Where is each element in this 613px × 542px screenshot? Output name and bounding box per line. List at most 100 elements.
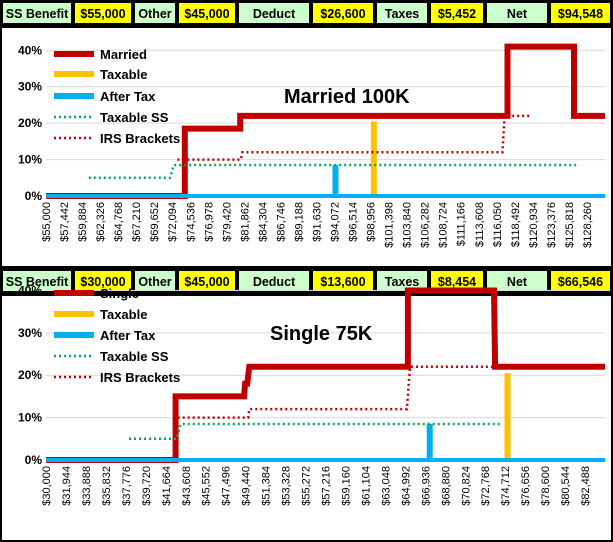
y-tick-label: 30% — [18, 80, 42, 94]
x-tick-label: $61,104 — [360, 466, 372, 506]
x-tick-label: $80,544 — [560, 466, 572, 506]
x-tick-label: $70,824 — [460, 466, 472, 506]
x-tick-label: $116,050 — [492, 202, 504, 247]
chart-married: 0% 10% 20% 30% 40% $55,000 $57,442 $59,884 $62,3… — [18, 43, 605, 248]
x-tick-label: $72,768 — [480, 466, 492, 506]
x-tick-label: $108,724 — [438, 202, 450, 248]
x-tick-label: $113,608 — [474, 202, 486, 247]
series-line-irs-brackets — [177, 365, 497, 419]
legend-taxable-ss: Taxable SS — [100, 110, 169, 125]
legend: Single Taxable After Tax Taxable SS IRS … — [54, 286, 180, 385]
legend-taxable-ss: Taxable SS — [100, 349, 169, 364]
x-tick-label: $120,934 — [528, 202, 540, 248]
x-tick-label: $118,492 — [510, 202, 522, 247]
ss-benefit-value: $30,000 — [74, 270, 132, 292]
chart-title: Single 75K — [270, 323, 373, 345]
x-tick-label: $125,818 — [564, 202, 576, 248]
x-tick-label: $55,272 — [301, 466, 313, 506]
taxes-value: $5,452 — [430, 2, 484, 24]
x-tick-label: $30,000 — [41, 466, 53, 506]
y-tick-label: 0% — [25, 453, 43, 467]
x-tick-label: $74,536 — [185, 202, 197, 242]
ss-benefit-label: SS Benefit — [2, 270, 72, 292]
other-value: $45,000 — [178, 2, 236, 24]
x-tick-label: $55,000 — [41, 202, 53, 242]
net-label: Net — [486, 270, 548, 292]
other-label: Other — [134, 270, 176, 292]
x-tick-label: $72,094 — [167, 202, 179, 242]
x-tick-label: $66,936 — [420, 466, 432, 506]
x-tick-label: $47,496 — [221, 466, 233, 506]
x-tick-label: $35,832 — [101, 466, 113, 506]
x-tick-label: $64,992 — [400, 466, 412, 506]
legend-after-tax: After Tax — [100, 89, 156, 104]
x-tick-label: $91,630 — [311, 202, 323, 242]
x-tick-label: $62,326 — [95, 202, 107, 242]
ss-benefit-label: SS Benefit — [2, 2, 72, 24]
x-tick-label: $59,884 — [77, 202, 89, 242]
x-tick-label: $63,048 — [380, 466, 392, 506]
net-value: $66,546 — [550, 270, 611, 292]
x-tick-label: $128,260 — [582, 202, 594, 248]
legend: Married Taxable After Tax Taxable SS IRS… — [54, 47, 180, 146]
series-line-taxable-ss — [129, 422, 501, 441]
series-line-taxable-ss — [88, 163, 578, 180]
x-tick-label: $103,840 — [402, 202, 414, 248]
x-tick-label: $76,978 — [203, 202, 215, 242]
x-tick-label: $89,188 — [293, 202, 305, 242]
deduct-value: $13,600 — [312, 270, 374, 292]
x-tick-label: $106,282 — [420, 202, 432, 248]
deduct-label: Deduct — [238, 270, 310, 292]
x-tick-label: $43,608 — [181, 466, 193, 506]
chart-panel-single: 0% 10% 20% 30% 40% $30,000 $31,944 $33,888 $35,8… — [0, 283, 613, 542]
legend-after-tax: After Tax — [100, 328, 156, 343]
legend-single: Single — [100, 286, 139, 301]
legend-taxable: Taxable — [100, 307, 147, 322]
y-tick-label: 10% — [18, 411, 42, 425]
x-tick-label: $76,656 — [520, 466, 532, 506]
x-tick-label: $57,216 — [321, 466, 333, 506]
x-tick-label: $101,398 — [384, 202, 396, 248]
x-tick-label: $96,514 — [348, 202, 360, 242]
y-tick-label: 20% — [18, 368, 42, 382]
x-tick-label: $86,746 — [275, 202, 287, 242]
other-label: Other — [134, 2, 176, 24]
y-tick-label: 0% — [25, 189, 43, 203]
x-tick-label: $79,420 — [221, 202, 233, 242]
y-tick-label: 40% — [18, 43, 42, 57]
x-tick-label: $45,552 — [201, 466, 213, 506]
net-label: Net — [486, 2, 548, 24]
chart-title: Married 100K — [284, 86, 410, 108]
x-tick-label: $41,664 — [161, 466, 173, 506]
series-line-single — [46, 287, 605, 463]
plot-area: 0% 10% 20% 30% 40% $55,000 $57,442 $59,884 $62,3… — [18, 43, 605, 248]
legend-taxable: Taxable — [100, 67, 147, 82]
x-tick-label: $74,712 — [500, 466, 512, 506]
taxes-label: Taxes — [376, 270, 428, 292]
deduct-value: $26,600 — [312, 2, 374, 24]
x-tick-label: $67,210 — [131, 202, 143, 242]
x-tick-label: $53,328 — [281, 466, 293, 506]
chart-panel-married: 0% 10% 20% 30% 40% $55,000 $57,442 $59,884 $62,3… — [0, 26, 613, 268]
y-tick-label: 40% — [18, 283, 42, 297]
x-tick-label: $94,072 — [330, 202, 342, 242]
chart-single: 0% 10% 20% 30% 40% $30,000 $31,944 $33,888 $35,8… — [18, 283, 605, 506]
y-tick-label: 30% — [18, 326, 42, 340]
x-tick-label: $82,488 — [580, 466, 592, 506]
series-line-irs-brackets — [177, 114, 532, 161]
x-tick-label: $98,956 — [366, 202, 378, 242]
summary-bar-married: SS Benefit $55,000 Other $45,000 Deduct … — [0, 0, 613, 26]
x-tick-label: $57,442 — [59, 202, 71, 242]
x-tick-label: $69,652 — [149, 202, 161, 242]
ss-benefit-value: $55,000 — [74, 2, 132, 24]
x-tick-label: $37,776 — [121, 466, 133, 506]
net-value: $94,548 — [550, 2, 611, 24]
x-tick-label: $84,304 — [257, 202, 269, 242]
taxes-label: Taxes — [376, 2, 428, 24]
x-tick-label: $81,862 — [239, 202, 251, 242]
x-tick-label: $111,166 — [456, 202, 468, 246]
x-tick-label: $49,440 — [241, 466, 253, 506]
x-tick-label: $51,384 — [261, 466, 273, 506]
other-value: $45,000 — [178, 270, 236, 292]
x-tick-label: $78,600 — [540, 466, 552, 506]
